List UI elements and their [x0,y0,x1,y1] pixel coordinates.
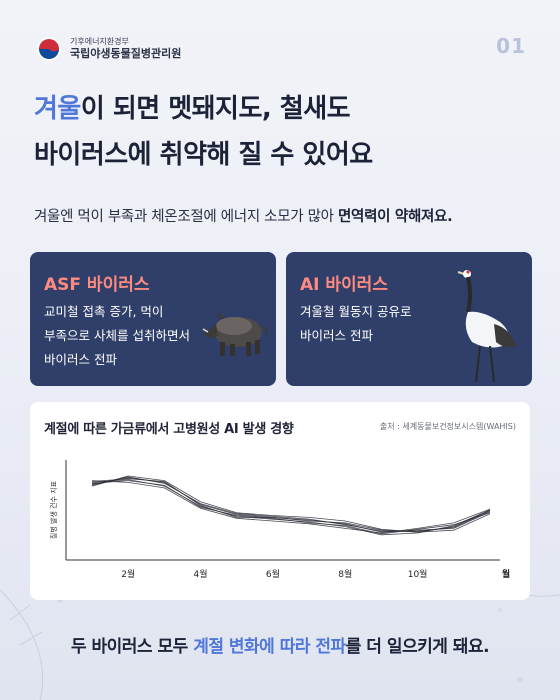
ai-card-line: 겨울철 월동지 공유로 [300,304,412,319]
headline-line-1-rest: 이 되면 멧돼지도, 철새도 [80,94,351,124]
headline: 겨울이 되면 멧돼지도, 철새도 바이러스에 취약해 질 수 있어요 [34,86,534,178]
government-emblem-icon [37,37,61,61]
series-line-6 [91,480,491,535]
series-group [91,475,491,536]
x-tick-label: 8월 [338,568,352,580]
series-line-1 [91,477,491,533]
wild-boar-icon [202,312,268,356]
asf-card-title: ASF 바이러스 [44,275,150,295]
footer-accent: 계절 변화에 따라 전파 [193,637,346,657]
asf-card-line: 바이러스 전파 [44,352,117,367]
subline-bold: 면역력이 약해져요. [338,209,453,225]
chart-title: 계절에 따른 가금류에서 고병원성 AI 발생 경향 [44,422,294,437]
headline-line-2: 바이러스에 취약해 질 수 있어요 [34,140,373,170]
footer-pre: 두 바이러스 모두 [70,637,194,657]
asf-card: ASF 바이러스 교미철 접촉 증가, 먹이 부족으로 사체를 섭취하면서 바이… [30,252,276,386]
line-chart: 질병 발생 건수 지표 2월 4월 6월 8월 10월 월 [49,460,510,580]
series-line-5 [91,476,491,532]
x-tick-label: 4월 [193,568,207,580]
series-line-7 [91,478,491,533]
x-tick-label: 6월 [266,568,280,580]
headline-accent: 겨울 [34,94,81,124]
footer-post: 를 더 일으키게 돼요. [345,637,490,657]
crane-icon [457,270,516,383]
x-axis-label: 월 [502,568,510,580]
subline-text: 겨울엔 먹이 부족과 체온조절에 에너지 소모가 많아 [34,209,339,225]
agency-block: 기후에너지환경부 국립야생동물질병관리원 [70,37,182,60]
ministry-name: 기후에너지환경부 [70,37,129,46]
chart-card: 계절에 따른 가금류에서 고병원성 AI 발생 경향 출처 : 세계동물보건정보… [30,402,530,600]
headline-line-1: 겨울이 되면 멧돼지도, 철새도 [34,86,534,132]
header: 기후에너지환경부 국립야생동물질병관리원 [36,34,181,64]
asf-card-line: 부족으로 사체를 섭취하면서 [44,328,190,343]
ai-card-title: AI 바이러스 [300,275,388,295]
y-axis-label: 질병 발생 건수 지표 [49,480,58,539]
agency-name: 국립야생동물질병관리원 [70,46,182,60]
series-line-3 [91,475,491,533]
x-tick-label: 2월 [121,568,135,580]
series-line-4 [91,480,491,534]
page-number: 01 [496,34,526,58]
ai-card-body: 겨울철 월동지 공유로 바이러스 전파 [300,300,450,348]
x-tick-label: 10월 [408,568,428,580]
footer-message: 두 바이러스 모두 계절 변화에 따라 전파를 더 일으키게 돼요. [0,632,560,657]
asf-card-body: 교미철 접촉 증가, 먹이 부족으로 사체를 섭취하면서 바이러스 전파 [44,300,214,372]
subline: 겨울엔 먹이 부족과 체온조절에 에너지 소모가 많아 면역력이 약해져요. [34,205,534,226]
ai-card-line: 바이러스 전파 [300,328,373,343]
asf-card-line: 교미철 접촉 증가, 먹이 [44,304,164,319]
x-tick-group: 2월 4월 6월 8월 10월 [121,568,427,580]
chart-source: 출처 : 세계동물보건정보시스템(WAHIS) [379,422,516,431]
ai-card: AI 바이러스 겨울철 월동지 공유로 바이러스 전파 [286,252,532,386]
